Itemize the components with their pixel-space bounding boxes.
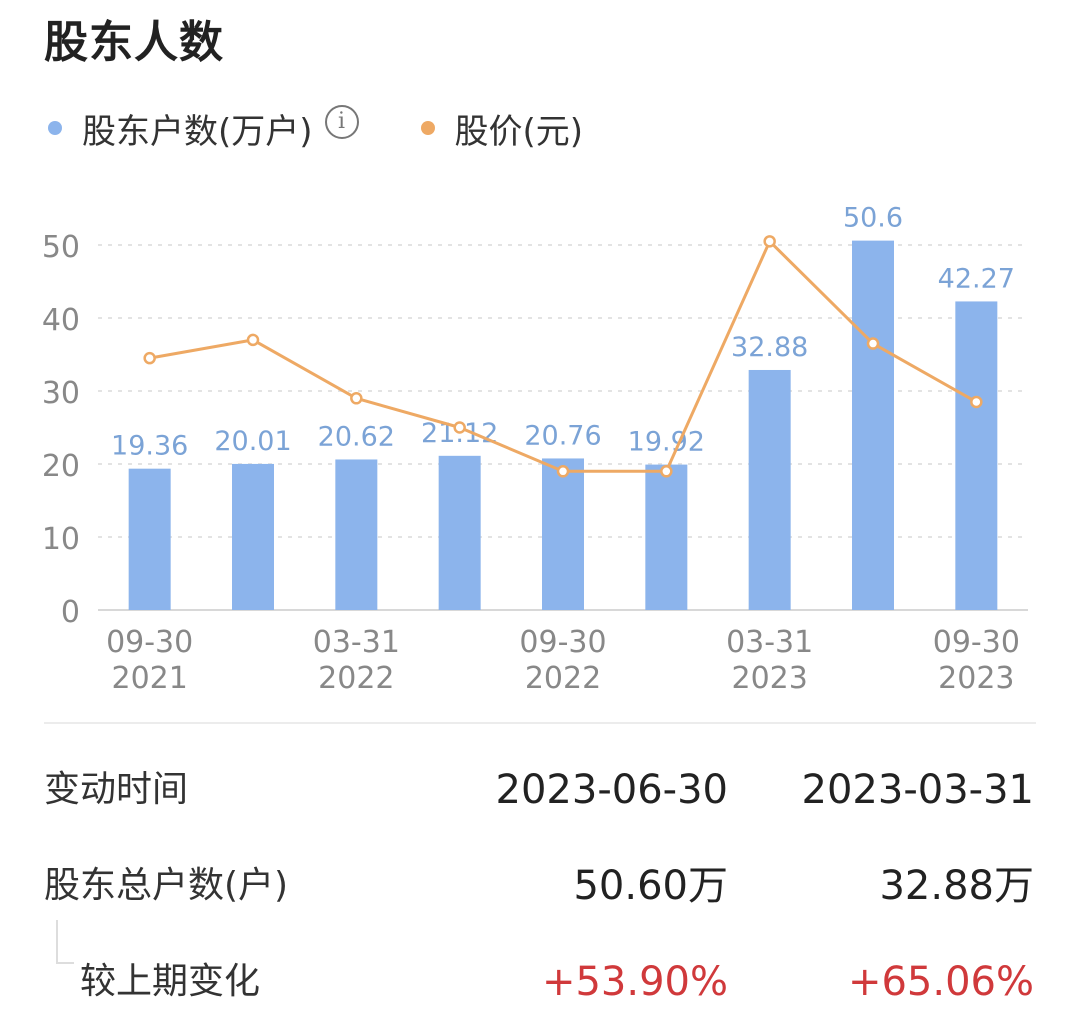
bar-label: 19.36: [111, 431, 188, 462]
table-row-change: 较上期变化 +53.90% +65.06%: [0, 942, 1080, 1022]
x-tick-label: 2022: [525, 661, 601, 696]
table-row-total: 股东总户数(户) 50.60万 32.88万: [0, 846, 1080, 926]
x-tick-label: 09-30: [106, 625, 193, 660]
legend-label-holders: 股东户数(万户): [82, 111, 313, 152]
bar-label: 50.6: [843, 203, 903, 234]
legend-dot-price: [420, 121, 435, 135]
x-tick-label: 2021: [111, 661, 187, 696]
legend-dot-holders: [48, 121, 62, 135]
x-tick-label: 03-31: [726, 625, 813, 660]
x-tick-label: 09-30: [519, 625, 606, 660]
x-tick-label: 03-31: [313, 625, 400, 660]
table-row-date: 变动时间 2023-06-30 2023-03-31: [0, 750, 1080, 830]
bar-label: 20.01: [214, 426, 291, 457]
y-tick-label: 0: [61, 595, 80, 630]
bar: [232, 463, 274, 610]
price-point: [763, 235, 776, 248]
tree-connector: [56, 920, 74, 964]
bar: [335, 459, 378, 610]
price-point: [660, 465, 673, 478]
holders-chart: 0102030405019.3620.0120.6221.1220.7619.9…: [42, 203, 1028, 696]
row-label-date: 变动时间: [44, 769, 189, 810]
y-tick-label: 20: [42, 449, 80, 484]
y-tick-label: 40: [42, 303, 80, 338]
y-tick-label: 50: [42, 230, 80, 265]
legend-item-holders[interactable]: 股东户数(万户) i: [44, 104, 359, 153]
bar: [438, 455, 481, 610]
bar: [128, 468, 171, 610]
divider: [44, 722, 1036, 724]
bar-label: 20.62: [318, 421, 395, 452]
bar: [748, 369, 791, 610]
bar: [852, 240, 894, 610]
bar: [542, 458, 584, 610]
price-point: [970, 395, 983, 409]
y-tick-label: 30: [42, 376, 80, 411]
cell-change-2: +65.06%: [847, 959, 1034, 1005]
x-tick-label: 2022: [318, 661, 394, 696]
price-point: [350, 392, 363, 405]
row-label-change: 较上期变化: [80, 961, 261, 1002]
x-tick-label: 09-30: [933, 625, 1020, 660]
bar-label: 32.88: [731, 332, 808, 363]
legend-item-price[interactable]: 股价(元): [417, 104, 584, 153]
cell-date-2: 2023-03-31: [801, 767, 1034, 813]
info-icon[interactable]: i: [324, 105, 359, 139]
page-title: 股东人数: [44, 17, 224, 68]
cell-total-1: 50.60万: [573, 863, 728, 909]
legend-label-price: 股价(元): [454, 111, 584, 152]
cell-total-2: 32.88万: [879, 863, 1034, 909]
bar-label: 19.92: [628, 427, 705, 458]
row-label-total: 股东总户数(户): [44, 865, 289, 906]
price-point: [143, 351, 156, 365]
price-point: [453, 421, 466, 434]
bar-label: 42.27: [938, 263, 1015, 294]
bar: [955, 301, 998, 610]
bar-label: 20.76: [524, 420, 601, 451]
price-point: [246, 333, 260, 347]
x-tick-label: 2023: [731, 661, 807, 696]
price-point: [866, 337, 880, 350]
bar: [645, 464, 688, 610]
price-point: [556, 465, 570, 478]
y-tick-label: 10: [42, 522, 80, 557]
x-tick-label: 2023: [938, 661, 1014, 696]
cell-date-1: 2023-06-30: [495, 767, 728, 813]
cell-change-1: +53.90%: [541, 959, 728, 1005]
chart-legend: 股东户数(万户) i 股价(元): [44, 104, 583, 152]
